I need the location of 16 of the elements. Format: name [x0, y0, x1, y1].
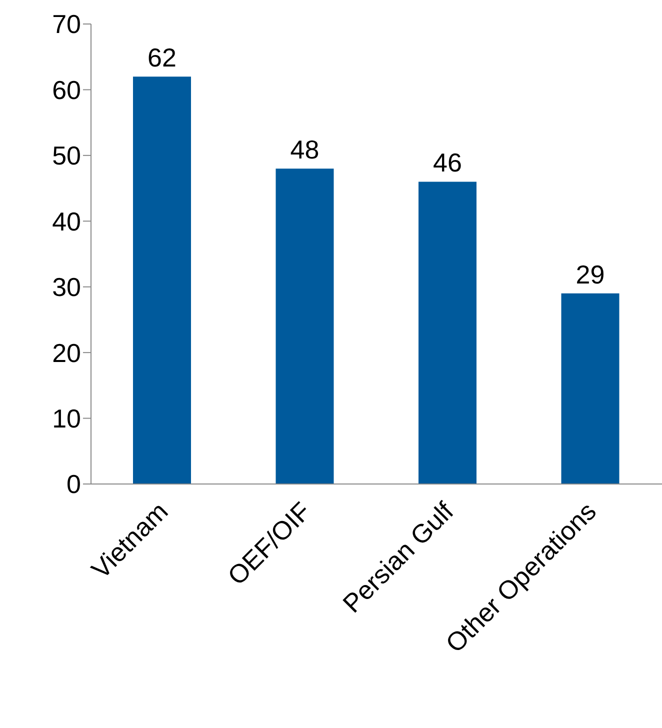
data-label: 62 — [148, 42, 176, 73]
bar — [561, 293, 620, 484]
bar — [133, 76, 191, 484]
y-tick-label: 60 — [52, 74, 81, 105]
bar — [418, 182, 476, 484]
y-tick-label: 70 — [52, 9, 81, 40]
data-label: 48 — [290, 134, 320, 165]
data-label: 29 — [576, 259, 605, 290]
y-tick-label: 10 — [52, 404, 81, 434]
y-tick-label: 0 — [66, 469, 81, 500]
y-tick-label: 20 — [52, 338, 81, 368]
y-tick-label: 30 — [52, 272, 81, 302]
y-tick-label: 50 — [52, 140, 81, 171]
bar — [276, 168, 334, 484]
data-label: 46 — [433, 148, 462, 178]
y-tick-label: 40 — [52, 206, 81, 236]
